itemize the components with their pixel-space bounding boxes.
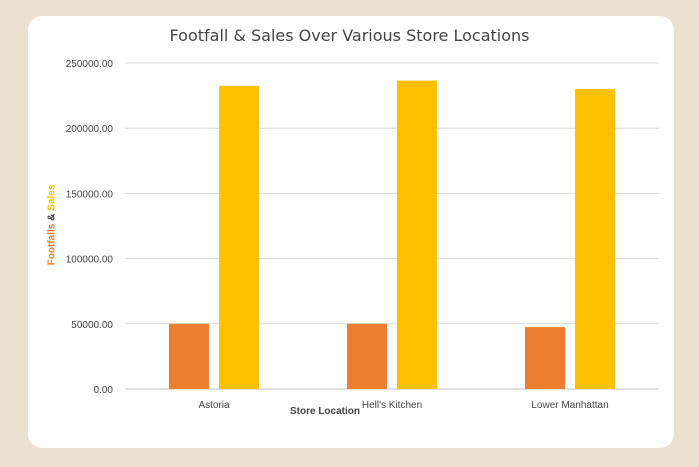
bar-footfalls: [169, 323, 209, 389]
y-tick-label: 0.00: [94, 385, 114, 396]
y-tick-label: 50000.00: [71, 320, 113, 331]
bar-sales: [575, 89, 615, 389]
y-tick-label: 100000.00: [66, 255, 114, 266]
chart-title: Footfall & Sales Over Various Store Loca…: [169, 26, 530, 45]
x-axis-title: Store Location: [290, 406, 360, 417]
x-tick-label: Astoria: [198, 400, 230, 411]
bar-footfalls: [525, 327, 565, 389]
bar-sales: [397, 80, 437, 389]
y-tick-label: 200000.00: [66, 124, 114, 135]
x-tick-label: Hell's Kitchen: [362, 400, 422, 411]
x-tick-label: Lower Manhattan: [531, 400, 608, 411]
y-tick-label: 250000.00: [66, 59, 114, 70]
bar-sales: [219, 85, 259, 389]
y-tick-label: 150000.00: [66, 189, 114, 200]
bar-footfalls: [347, 323, 387, 389]
